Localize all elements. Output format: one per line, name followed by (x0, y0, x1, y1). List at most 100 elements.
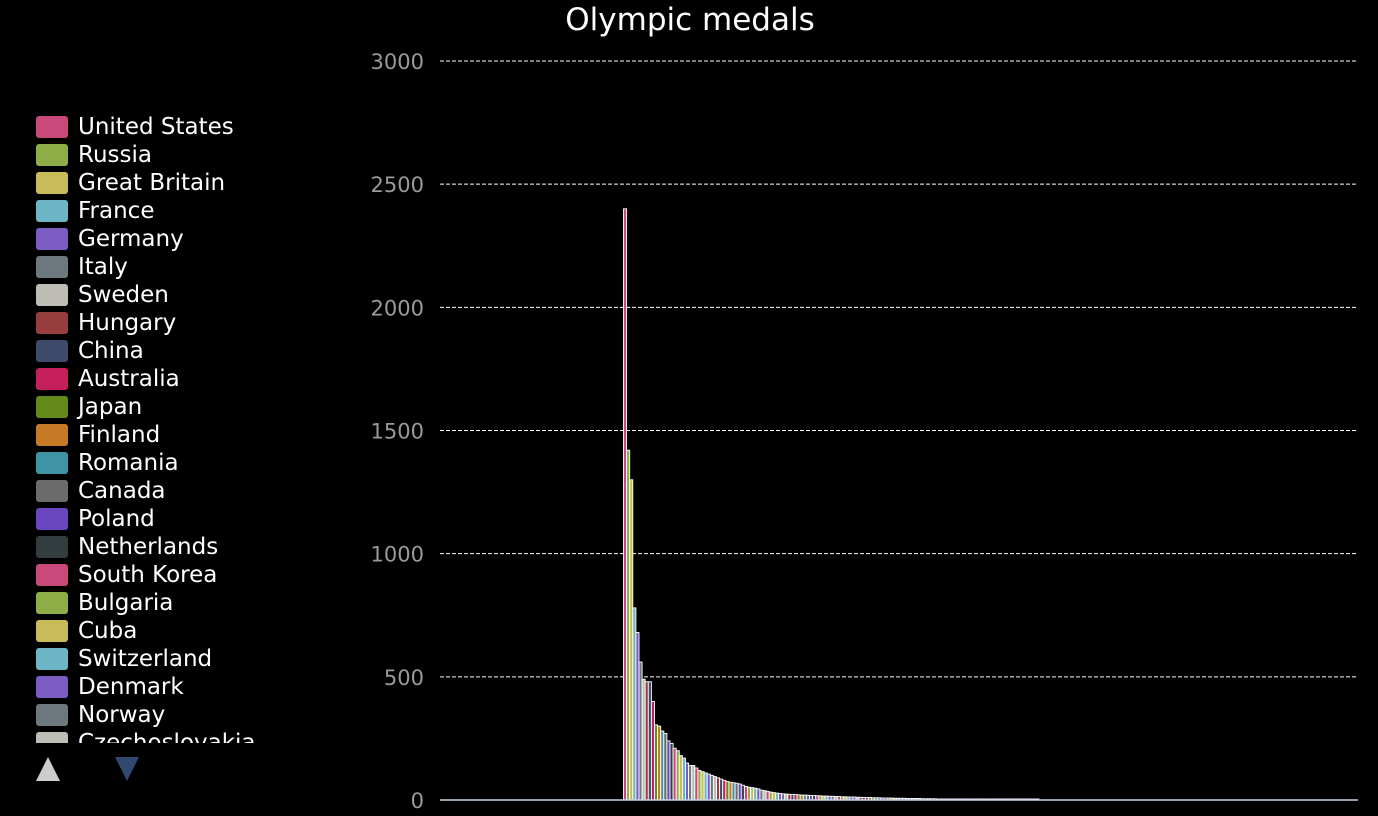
legend-item[interactable]: France (36, 197, 316, 225)
bar[interactable] (700, 771, 705, 801)
bar[interactable] (722, 779, 727, 801)
y-tick-label: 1000 (371, 543, 424, 567)
bar[interactable] (669, 742, 674, 801)
legend-item[interactable]: Switzerland (36, 645, 316, 673)
legend-item[interactable]: Cuba (36, 617, 316, 645)
legend-item[interactable]: Canada (36, 477, 316, 505)
bar[interactable] (706, 773, 711, 801)
bar[interactable] (650, 701, 655, 801)
legend-swatch (36, 284, 68, 306)
bar[interactable] (672, 747, 677, 801)
legend-swatch (36, 564, 68, 586)
bar[interactable] (759, 789, 764, 801)
legend-label: France (78, 198, 155, 224)
legend-label: South Korea (78, 562, 218, 588)
bar[interactable] (740, 784, 745, 801)
bar[interactable] (703, 772, 708, 801)
legend-label: Australia (78, 366, 180, 392)
legend-item[interactable]: Poland (36, 505, 316, 533)
bar[interactable] (663, 733, 668, 801)
bar[interactable] (784, 793, 789, 801)
legend-item[interactable]: China (36, 337, 316, 365)
y-tick-label: 3000 (371, 50, 424, 74)
bar[interactable] (709, 774, 714, 801)
legend-swatch (36, 396, 68, 418)
legend-item[interactable]: Germany (36, 225, 316, 253)
bar[interactable] (771, 792, 776, 801)
legend-item[interactable]: Russia (36, 141, 316, 169)
legend-scroll-up-icon[interactable] (36, 757, 60, 781)
legend-item[interactable]: Bulgaria (36, 589, 316, 617)
legend-item[interactable]: United States (36, 113, 316, 141)
bar[interactable] (787, 793, 792, 801)
bar[interactable] (719, 778, 724, 801)
bar[interactable] (691, 765, 696, 801)
bar[interactable] (638, 661, 643, 801)
legend-swatch (36, 368, 68, 390)
bar[interactable] (768, 791, 773, 801)
legend-item[interactable]: Netherlands (36, 533, 316, 561)
bar[interactable] (753, 787, 758, 801)
y-tick-label: 2000 (371, 296, 424, 320)
legend-item[interactable]: Norway (36, 701, 316, 729)
bar[interactable] (644, 681, 649, 801)
legend-item[interactable]: Sweden (36, 281, 316, 309)
bar[interactable] (685, 762, 690, 801)
bar[interactable] (765, 790, 770, 801)
bar[interactable] (660, 730, 665, 801)
legend-item[interactable]: Romania (36, 449, 316, 477)
bar[interactable] (629, 479, 634, 801)
bar[interactable] (654, 724, 659, 801)
legend-item[interactable]: Italy (36, 253, 316, 281)
bar[interactable] (737, 783, 742, 801)
bar[interactable] (731, 782, 736, 801)
legend-item[interactable]: Australia (36, 365, 316, 393)
bar[interactable] (728, 781, 733, 801)
bar[interactable] (743, 786, 748, 801)
bar[interactable] (793, 794, 798, 801)
bar[interactable] (623, 208, 628, 801)
bar[interactable] (716, 777, 721, 801)
legend-label: Germany (78, 226, 184, 252)
bar[interactable] (762, 790, 767, 801)
bar[interactable] (734, 782, 739, 801)
bar[interactable] (778, 793, 783, 801)
bar[interactable] (694, 767, 699, 801)
bar[interactable] (774, 792, 779, 801)
bar[interactable] (681, 757, 686, 801)
bar[interactable] (781, 793, 786, 801)
bar[interactable] (712, 776, 717, 801)
legend-item[interactable]: Czechoslovakia (36, 729, 316, 743)
bar[interactable] (675, 750, 680, 801)
bar[interactable] (756, 788, 761, 801)
bar[interactable] (796, 794, 801, 801)
y-tick-label: 0 (411, 789, 424, 813)
bar[interactable] (688, 765, 693, 801)
bar[interactable] (678, 755, 683, 801)
bar[interactable] (725, 781, 730, 801)
legend-label: United States (78, 114, 234, 140)
bar[interactable] (750, 787, 755, 801)
legend-item[interactable]: South Korea (36, 561, 316, 589)
bar[interactable] (641, 678, 646, 801)
bar[interactable] (657, 725, 662, 801)
legend-item[interactable]: Hungary (36, 309, 316, 337)
legend-swatch (36, 732, 68, 743)
legend-item[interactable]: Great Britain (36, 169, 316, 197)
legend-item[interactable]: Denmark (36, 673, 316, 701)
bar[interactable] (635, 632, 640, 801)
legend-item[interactable]: Japan (36, 393, 316, 421)
bar[interactable] (647, 681, 652, 801)
bar[interactable] (747, 786, 752, 801)
legend-scroll-down-icon[interactable] (115, 757, 139, 781)
bar[interactable] (666, 740, 671, 801)
legend-item[interactable]: Finland (36, 421, 316, 449)
bar[interactable] (632, 607, 637, 801)
bar[interactable] (697, 769, 702, 801)
bar[interactable] (790, 794, 795, 801)
legend-swatch (36, 452, 68, 474)
legend-label: Czechoslovakia (78, 730, 256, 743)
legend-swatch (36, 312, 68, 334)
bar[interactable] (626, 449, 631, 801)
